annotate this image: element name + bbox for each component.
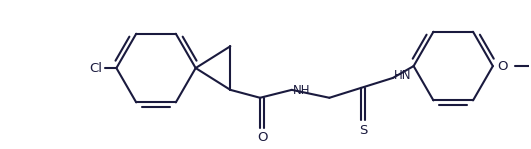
Text: S: S [359,124,367,136]
Text: Cl: Cl [90,62,102,74]
Text: HN: HN [394,69,412,83]
Text: O: O [257,131,267,145]
Text: O: O [497,60,507,73]
Text: NH: NH [293,84,310,97]
